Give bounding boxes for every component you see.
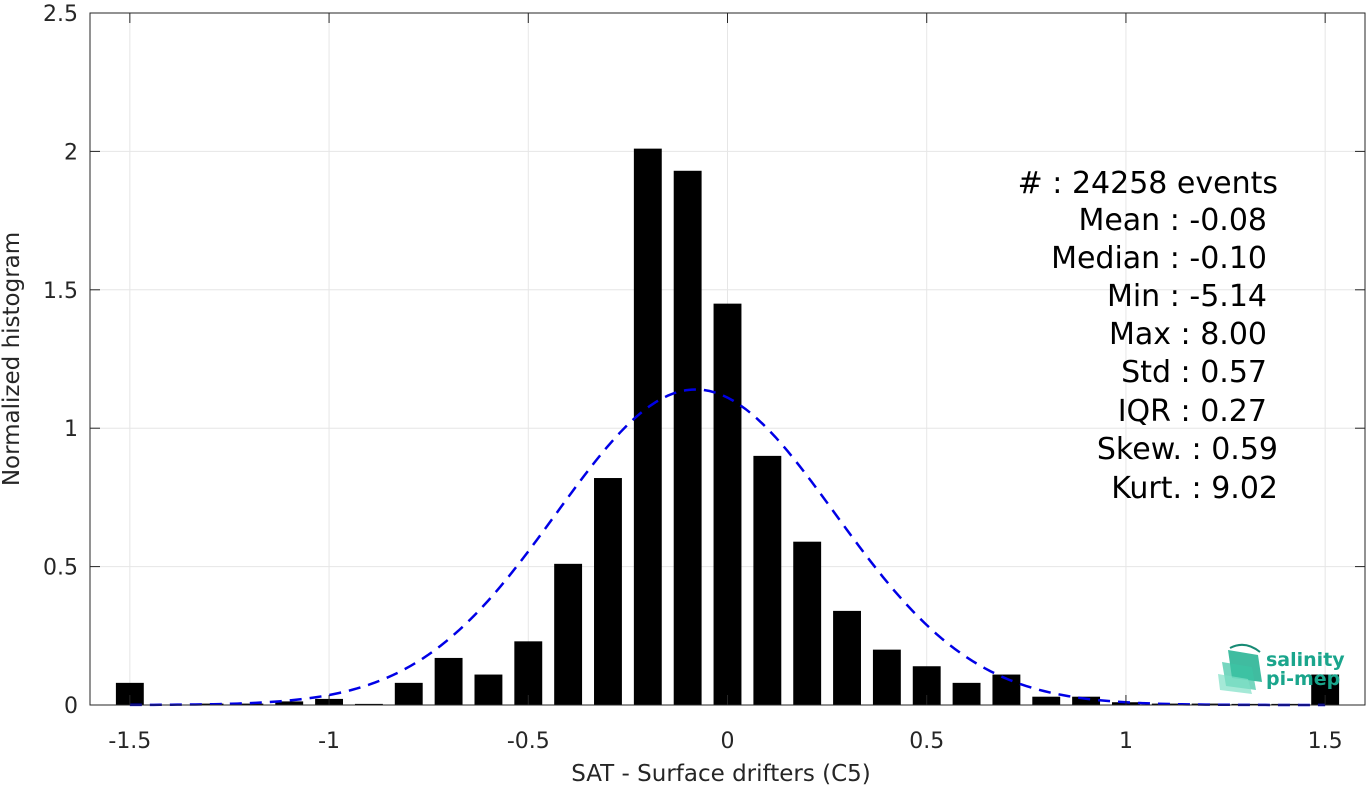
stat-mean: Mean : -0.08 — [1078, 203, 1267, 238]
histogram-bar — [872, 649, 901, 705]
y-tick-label: 2.5 — [43, 2, 78, 27]
histogram-bar — [394, 682, 423, 705]
histogram-bar — [434, 657, 463, 705]
x-axis-ticks: -1.5 -1 -0.5 0 0.5 1 1.5 — [108, 13, 1343, 754]
x-tick-label: -1.5 — [108, 729, 151, 754]
y-axis-label: Normalized histogram — [0, 232, 25, 486]
histogram-bar — [1032, 696, 1061, 705]
histogram-bar — [833, 610, 861, 705]
histogram-bar — [115, 682, 144, 705]
histogram-bar — [235, 703, 264, 705]
x-tick-label: 0 — [721, 729, 735, 754]
histogram-bar — [633, 148, 662, 705]
y-axis-ticks: 0 0.5 1 1.5 2 2.5 — [43, 2, 1365, 719]
histogram-bar — [554, 563, 583, 705]
histogram-bar — [952, 682, 981, 705]
x-tick-label: -1 — [318, 729, 340, 754]
stat-iqr: IQR : 0.27 — [1118, 394, 1267, 429]
histogram-bar — [713, 303, 742, 705]
y-tick-label: 1 — [64, 417, 78, 442]
histogram-bar — [354, 703, 383, 705]
histogram-bar — [275, 701, 304, 705]
histogram-bars — [115, 148, 1340, 705]
salinity-pimep-logo: salinity pi-mep — [1218, 643, 1345, 694]
logo-line2: pi-mep — [1266, 668, 1340, 690]
stat-kurt: Kurt. : 9.02 — [1111, 471, 1278, 506]
x-tick-label: 0.5 — [909, 729, 944, 754]
histogram-bar — [514, 641, 543, 705]
y-tick-label: 1.5 — [43, 279, 78, 304]
y-tick-label: 2 — [64, 140, 78, 165]
y-tick-label: 0.5 — [43, 556, 78, 581]
histogram-bar — [793, 541, 822, 705]
histogram-bar — [753, 455, 782, 705]
wave-icon — [1218, 643, 1262, 694]
stat-max: Max : 8.00 — [1109, 317, 1267, 352]
x-axis-label: SAT - Surface drifters (C5) — [571, 761, 871, 785]
histogram-bar — [195, 703, 224, 705]
x-tick-label: 1 — [1119, 729, 1133, 754]
histogram-bar — [474, 674, 503, 705]
y-tick-label: 0 — [64, 694, 78, 719]
stats-box: # : 24258 events Mean : -0.08 Median : -… — [1018, 166, 1278, 506]
histogram-bar — [673, 170, 702, 705]
x-tick-label: 1.5 — [1308, 729, 1343, 754]
x-tick-label: -0.5 — [507, 729, 550, 754]
stat-std: Std : 0.57 — [1121, 355, 1267, 390]
stat-skew: Skew. : 0.59 — [1097, 432, 1278, 467]
stat-median: Median : -0.10 — [1051, 241, 1267, 276]
stat-min: Min : -5.14 — [1107, 279, 1267, 314]
histogram-bar — [594, 478, 622, 705]
logo-line1: salinity — [1266, 649, 1345, 671]
histogram-bar — [1072, 696, 1101, 705]
stat-events: # : 24258 events — [1018, 166, 1278, 201]
